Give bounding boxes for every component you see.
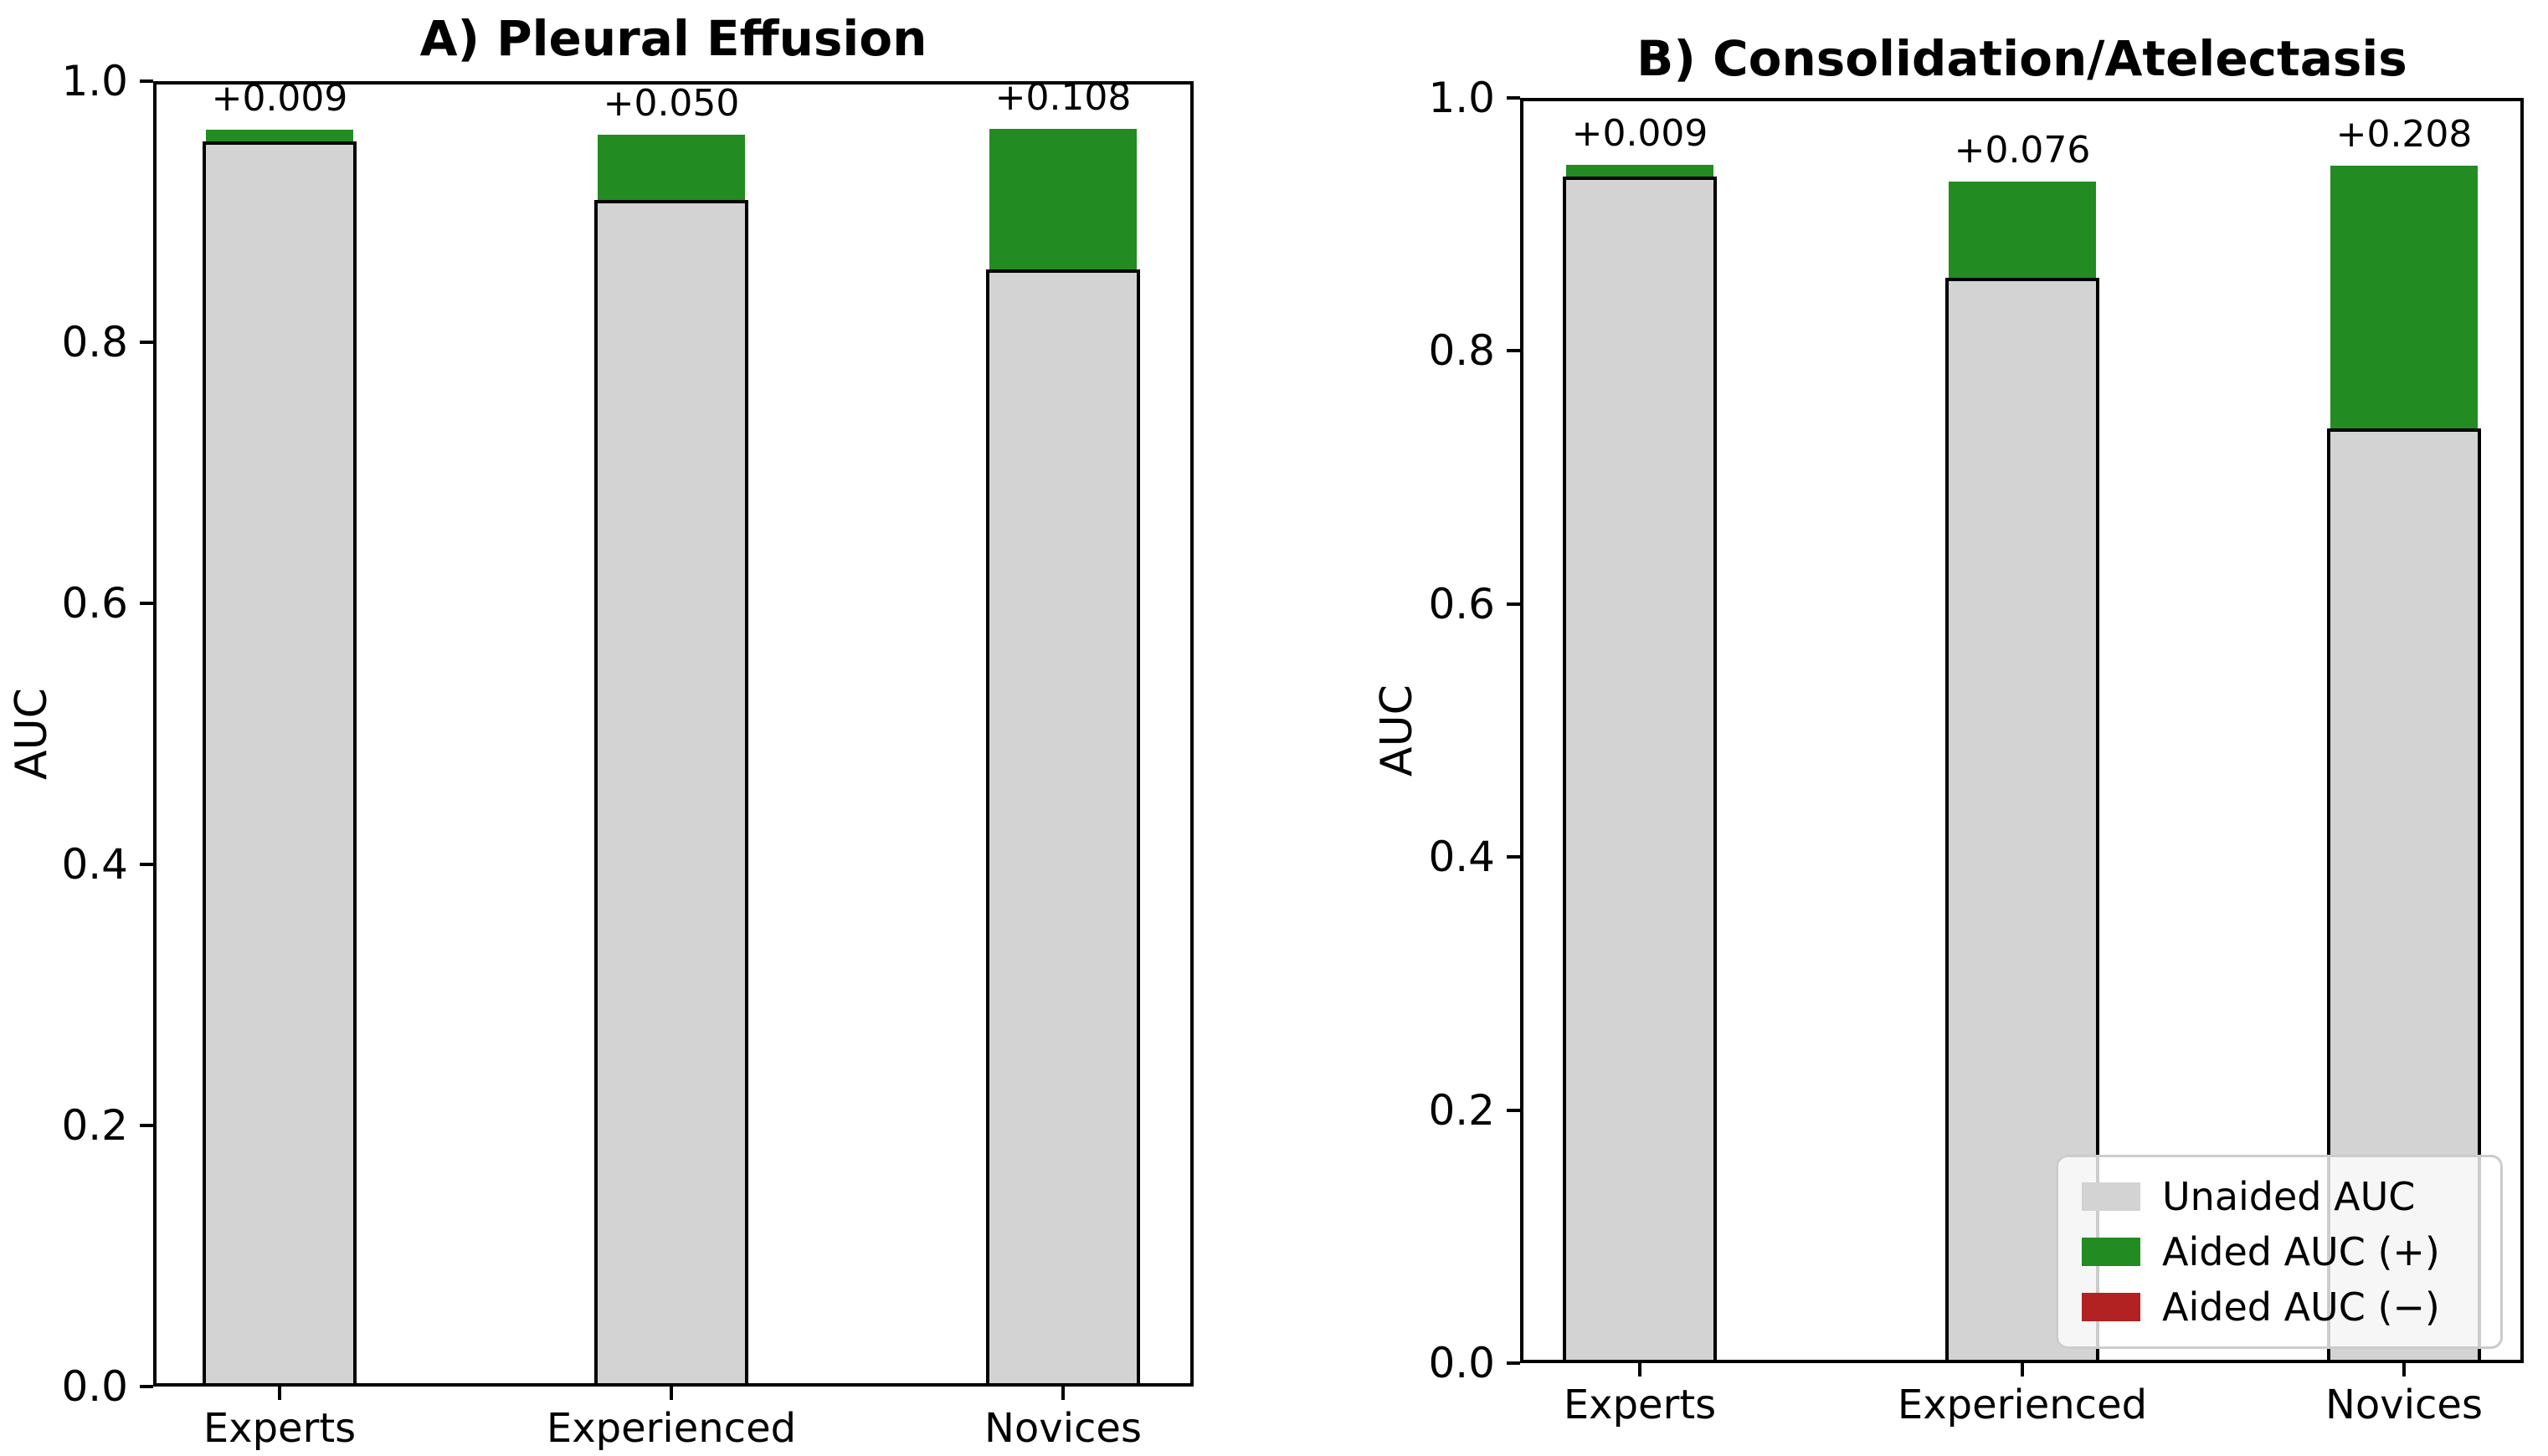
panel-a-y-tick <box>140 1124 153 1127</box>
panel-a-bar-label-novices: +0.108 <box>994 76 1132 119</box>
panel-a-y-tick <box>140 1385 153 1388</box>
panel-b-y-tick <box>1507 1109 1520 1112</box>
legend-label-aided-negative: Aided AUC (−) <box>2162 1284 2440 1330</box>
panel-a-y-tick <box>140 79 153 83</box>
panel-b-x-tick <box>2021 1363 2024 1377</box>
legend-row-unaided: Unaided AUC <box>2082 1174 2477 1219</box>
panel-b-y-axis-label: AUC <box>1372 684 1422 777</box>
panel-a-bar-label-experts: +0.009 <box>211 77 348 120</box>
panel-a-y-tick-label: 0.2 <box>61 1101 128 1150</box>
panel-b-y-tick-label: 0.6 <box>1428 580 1495 628</box>
panel-b-y-tick-label: 1.0 <box>1428 74 1495 122</box>
panel-b-x-tick <box>2402 1363 2406 1377</box>
panel-a-x-tick <box>278 1387 281 1400</box>
legend-label-aided-positive: Aided AUC (+) <box>2162 1229 2440 1274</box>
panel-a-x-tick-label: Experienced <box>546 1405 797 1452</box>
legend: Unaided AUC Aided AUC (+) Aided AUC (−) <box>2056 1155 2503 1349</box>
panel-b-bar-unaided-experts <box>1563 177 1717 1363</box>
panel-b-x-tick-label: Experts <box>1563 1382 1717 1428</box>
panel-a-y-tick-label: 1.0 <box>61 57 128 105</box>
panel-a-bar-aided-novices <box>989 129 1137 271</box>
panel-a-bar-label-experienced: +0.050 <box>603 82 740 125</box>
panel-b-bar-label-experienced: +0.076 <box>1954 129 2091 172</box>
legend-label-unaided: Unaided AUC <box>2162 1174 2416 1219</box>
panel-b-y-tick-label: 0.2 <box>1428 1086 1495 1135</box>
legend-row-aided-negative: Aided AUC (−) <box>2082 1284 2477 1330</box>
panel-b-y-tick-label: 0.8 <box>1428 326 1495 375</box>
panel-b-bar-aided-experienced <box>1949 182 2096 279</box>
panel-b-y-tick <box>1507 855 1520 859</box>
panel-a-y-tick-label: 0.0 <box>61 1362 128 1411</box>
panel-b-y-tick <box>1507 349 1520 352</box>
panel-a-title: A) Pleural Effusion <box>419 10 927 67</box>
panel-b-bar-label-experts: +0.009 <box>1571 112 1708 155</box>
panel-a-y-tick <box>140 602 153 605</box>
panel-a-y-tick-label: 0.6 <box>61 579 128 628</box>
legend-swatch-aided-positive <box>2082 1238 2140 1266</box>
panel-b-bar-aided-experts <box>1566 165 1713 178</box>
panel-b-y-tick <box>1507 602 1520 606</box>
panel-b-y-tick-label: 0.0 <box>1428 1339 1495 1387</box>
panel-a-x-tick <box>1061 1387 1065 1400</box>
legend-swatch-unaided <box>2082 1182 2140 1211</box>
panel-b-x-tick-label: Novices <box>2325 1382 2483 1428</box>
legend-row-aided-positive: Aided AUC (+) <box>2082 1229 2477 1274</box>
panel-b-x-tick <box>1638 1363 1641 1377</box>
panel-a-y-tick <box>140 863 153 866</box>
panel-b-bar-label-novices: +0.208 <box>2335 113 2473 156</box>
panel-a-y-tick-label: 0.4 <box>61 840 128 889</box>
legend-swatch-aided-negative <box>2082 1293 2140 1321</box>
panel-a-bar-unaided-novices <box>986 269 1140 1387</box>
panel-a-x-tick-label: Experts <box>203 1405 357 1452</box>
panel-b-x-tick-label: Experienced <box>1897 1382 2148 1428</box>
panel-a-x-tick <box>670 1387 673 1400</box>
panel-b-bar-aided-novices <box>2330 166 2478 430</box>
panel-a-bar-unaided-experienced <box>594 200 748 1387</box>
panel-a-bar-aided-experienced <box>598 135 745 202</box>
panel-b-title: B) Consolidation/Atelectasis <box>1636 30 2407 87</box>
panel-a-y-tick-label: 0.8 <box>61 318 128 367</box>
panel-a-y-tick <box>140 341 153 344</box>
panel-a-y-axis-label: AUC <box>7 688 57 780</box>
panel-a-x-tick-label: Novices <box>984 1405 1142 1452</box>
panel-a-bar-aided-experts <box>206 130 353 143</box>
panel-b-y-tick-label: 0.4 <box>1428 833 1495 881</box>
panel-b-y-tick <box>1507 1361 1520 1365</box>
panel-a-bar-unaided-experts <box>203 141 357 1387</box>
panel-b-y-tick <box>1507 96 1520 100</box>
